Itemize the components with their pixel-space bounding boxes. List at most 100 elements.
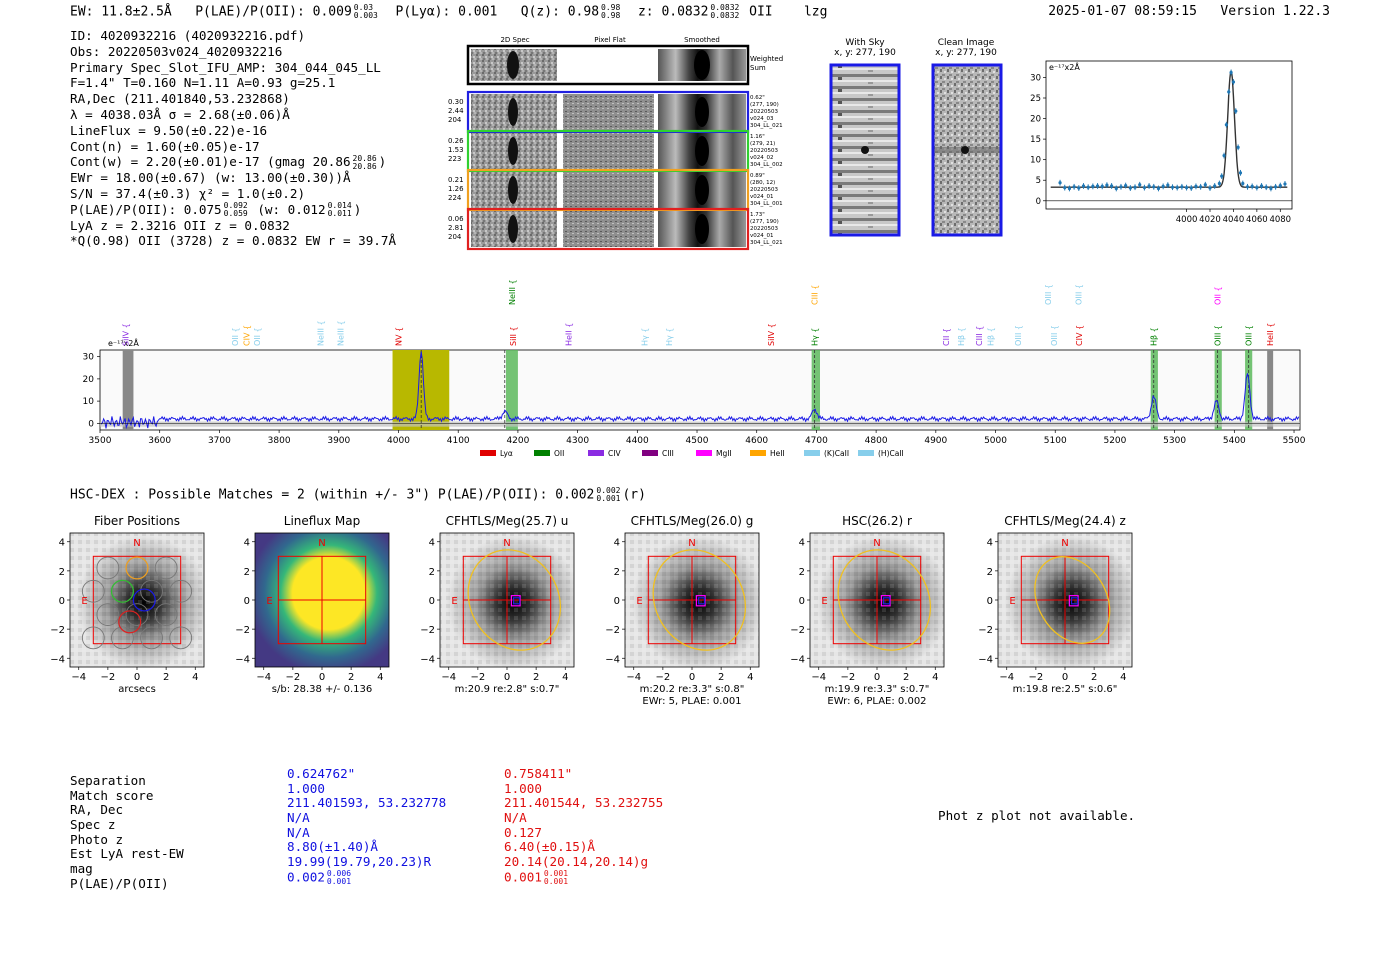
panel-xtick-label: −4 bbox=[256, 672, 271, 683]
panel-ytick-label: −2 bbox=[235, 625, 250, 636]
fit-data-point bbox=[1227, 90, 1231, 94]
spec-xtick-label: 5200 bbox=[1103, 436, 1126, 446]
fit-data-point bbox=[1229, 70, 1233, 75]
fiber-stat: 0.26 bbox=[448, 137, 464, 145]
panel-ytick-label: −4 bbox=[420, 654, 435, 665]
imaging-panels: Fiber Positions N E −4 4 −2 2 0 0 2 −2 4 −4 arcsecs Li… bbox=[50, 514, 1133, 707]
fit-data-point bbox=[1175, 186, 1179, 190]
info-id: ID: 4020932216 (4020932216.pdf) bbox=[70, 28, 306, 43]
spec-ytick-label: 0 bbox=[88, 419, 94, 429]
panel-xtick-label: −2 bbox=[470, 672, 485, 683]
fiber-circle bbox=[169, 579, 193, 603]
fit-data-point bbox=[1264, 185, 1268, 189]
legend-swatch bbox=[696, 450, 712, 456]
fiber-meta: v024_03 bbox=[750, 116, 774, 122]
header-plae: P(LAE)/P(OII): 0.009 bbox=[195, 4, 352, 20]
emission-line-label: Hβ { bbox=[957, 327, 966, 346]
search-box bbox=[92, 555, 182, 645]
fit-data-point bbox=[1095, 184, 1100, 188]
emission-line-label: SiII { bbox=[509, 326, 518, 346]
aperture-ellipse bbox=[467, 549, 562, 651]
panel-ytick-label: −2 bbox=[50, 625, 65, 636]
panel-ytick-label: 0 bbox=[987, 596, 993, 607]
fit-data-point bbox=[1124, 183, 1128, 188]
legend-label: MgII bbox=[716, 449, 732, 458]
version: Version 1.22.3 bbox=[1220, 4, 1330, 19]
fit-ytick-label: 5 bbox=[1036, 176, 1041, 186]
fiber-circle bbox=[125, 603, 149, 626]
panel-ytick-label: 4 bbox=[59, 538, 65, 549]
fiber-stat: 1.53 bbox=[448, 146, 464, 154]
emission-line-label: OIII { bbox=[1014, 325, 1023, 346]
fit-ytick-label: 30 bbox=[1030, 73, 1041, 83]
blue-plae: 0.002 0.006 0.001 bbox=[287, 868, 352, 886]
fiber-green bbox=[110, 579, 134, 603]
fiber-stat: 2.81 bbox=[448, 224, 464, 232]
fiber-meta: 304_LL_002 bbox=[750, 162, 783, 168]
panel-ytick-label: 2 bbox=[59, 567, 65, 578]
photz-note: Phot z plot not available. bbox=[938, 808, 1136, 823]
spec-xtick-label: 5300 bbox=[1163, 436, 1186, 446]
fit-data-point bbox=[1213, 184, 1217, 188]
panel-ytick-label: −4 bbox=[790, 654, 805, 665]
emission-line-label: Hγ { bbox=[811, 328, 820, 346]
fiber-row-frame bbox=[466, 207, 750, 251]
fit-data-point bbox=[1269, 186, 1273, 191]
line-band bbox=[505, 350, 518, 430]
fiber-stat: 204 bbox=[448, 116, 462, 124]
spec-ytick-label: 30 bbox=[83, 353, 95, 363]
fiber-circle bbox=[111, 626, 134, 650]
info-lineflux: LineFlux = 9.50(±0.22)e-16 bbox=[70, 122, 268, 138]
compass-n: N bbox=[1061, 538, 1068, 549]
match-col-red: 0.758411" 1.000 211.401544, 53.232755 N/… bbox=[504, 766, 664, 886]
legend-label: HeII bbox=[770, 449, 785, 458]
label-plae: P(LAE)/P(OII) bbox=[70, 875, 169, 891]
fiber-circle bbox=[169, 626, 193, 650]
legend-label: CIII bbox=[662, 449, 674, 458]
panel-xtick-label: −2 bbox=[655, 672, 670, 683]
info-radec: RA,Dec (211.401840,53.232868) bbox=[70, 91, 290, 107]
line-band bbox=[1150, 350, 1158, 430]
header-plae-range: 0.03 0.003 bbox=[353, 3, 378, 20]
panel-xtick-label: −2 bbox=[840, 672, 855, 683]
panel-caption-2: EWr: 5, PLAE: 0.001 bbox=[642, 696, 741, 707]
panel-xtick-label: 0 bbox=[504, 672, 510, 683]
legend-label: (K)CaII bbox=[824, 449, 849, 458]
line-fit-chart: 4000 4020 4040 4060 4080 0 5 10 15 20 25 30 e⁻¹⁷x2Å bbox=[1030, 60, 1293, 225]
spec-xtick-label: 3700 bbox=[208, 436, 231, 446]
header-z-line: OII bbox=[749, 4, 773, 20]
panel-ytick-label: −2 bbox=[790, 625, 805, 636]
panel-ytick-label: −4 bbox=[235, 654, 250, 665]
legend-label: Lyα bbox=[500, 449, 513, 458]
panel-xtick-label: 2 bbox=[348, 672, 354, 683]
fiber-meta: 1.16" bbox=[750, 134, 765, 140]
label-photoz: Photo z bbox=[70, 831, 124, 847]
compass-n: N bbox=[873, 538, 880, 549]
panel-xtick-label: −4 bbox=[441, 672, 456, 683]
fit-data-point bbox=[1100, 184, 1104, 188]
fit-data-point bbox=[1180, 185, 1184, 189]
label-radec: RA, Dec bbox=[70, 802, 124, 818]
panel-caption: arcsecs bbox=[118, 684, 156, 695]
fit-xtick-label: 4040 bbox=[1223, 215, 1245, 225]
compass-e: E bbox=[821, 596, 827, 607]
compass-e: E bbox=[81, 596, 87, 607]
panel-ytick-label: 0 bbox=[799, 596, 805, 607]
header-qz-range: 0.98 0.98 bbox=[601, 3, 621, 20]
compass-e: E bbox=[1009, 596, 1015, 607]
panel-caption: s/b: 28.38 +/- 0.136 bbox=[272, 684, 372, 695]
spectrum-line bbox=[100, 351, 1300, 430]
panel-caption: m:19.8 re:2.5" s:0.6" bbox=[1013, 684, 1118, 695]
fit-xtick-label: 4020 bbox=[1199, 215, 1221, 225]
masked-band bbox=[1267, 350, 1274, 430]
fiber-circle bbox=[81, 626, 105, 650]
panel-ytick-label: 2 bbox=[429, 567, 435, 578]
fit-ytick-label: 25 bbox=[1030, 94, 1041, 104]
emission-line-label: OII { bbox=[231, 327, 240, 346]
fit-ytick-label: 20 bbox=[1030, 115, 1041, 125]
spec-xtick-label: 5000 bbox=[984, 436, 1007, 446]
fit-data-point bbox=[1283, 182, 1287, 186]
fiber-circle bbox=[96, 556, 120, 580]
fiber-circle bbox=[140, 626, 163, 650]
